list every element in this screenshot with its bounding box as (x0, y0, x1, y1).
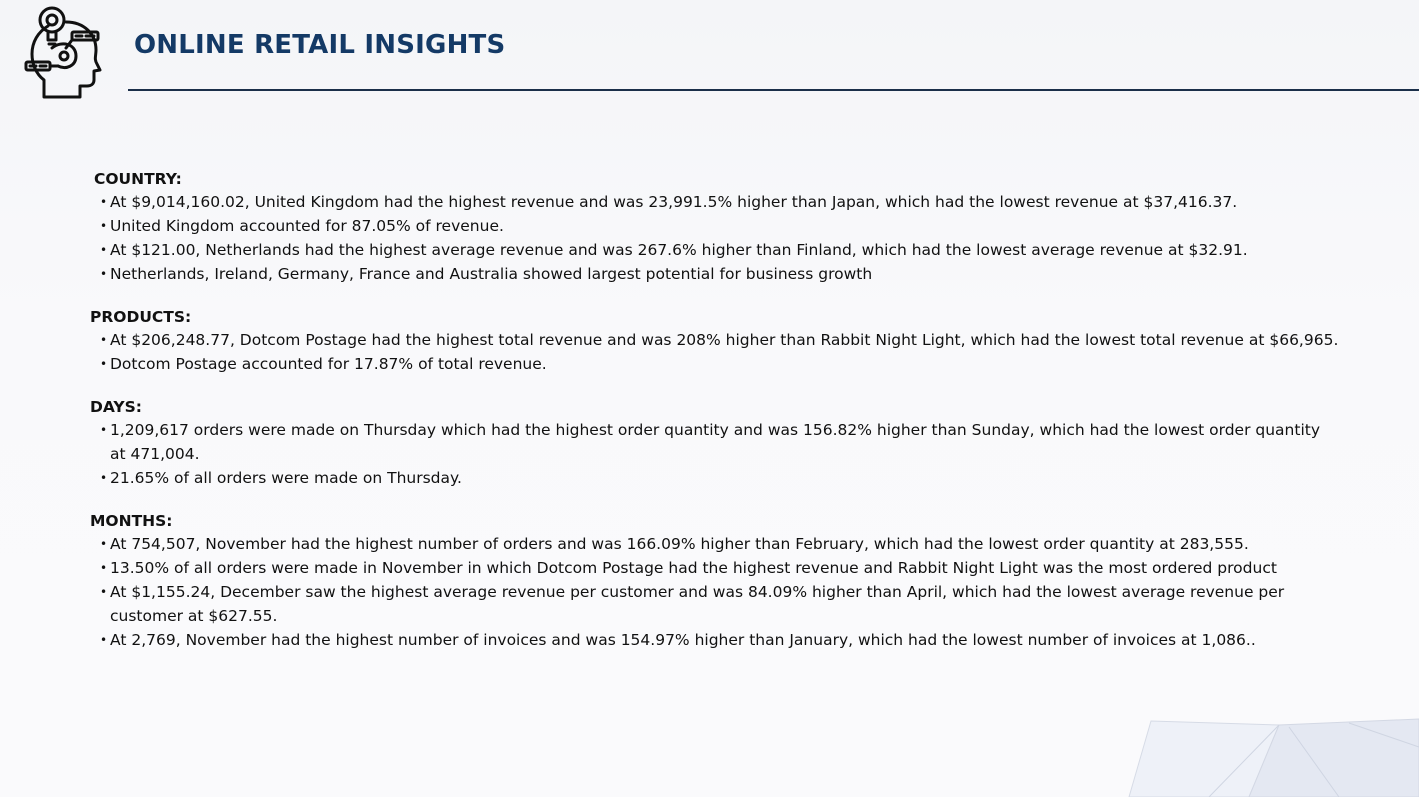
section-country: COUNTRY: At $9,014,160.02, United Kingdo… (90, 168, 1340, 286)
title-divider (128, 89, 1419, 91)
bullet-list: 1,209,617 orders were made on Thursday w… (90, 418, 1340, 490)
list-item: 1,209,617 orders were made on Thursday w… (90, 418, 1340, 466)
list-item: United Kingdom accounted for 87.05% of r… (90, 214, 1340, 238)
section-heading: MONTHS: (90, 512, 173, 530)
section-heading: COUNTRY: (94, 170, 182, 188)
list-item: At $1,155.24, December saw the highest a… (90, 580, 1340, 628)
list-item: At 2,769, November had the highest numbe… (90, 628, 1340, 652)
list-item: At 754,507, November had the highest num… (90, 532, 1340, 556)
section-heading: PRODUCTS: (90, 308, 192, 326)
bullet-list: At $206,248.77, Dotcom Postage had the h… (90, 328, 1340, 376)
section-heading: DAYS: (90, 398, 142, 416)
bullet-list: At 754,507, November had the highest num… (90, 532, 1340, 652)
list-item: At $9,014,160.02, United Kingdom had the… (90, 190, 1340, 214)
section-days: DAYS: 1,209,617 orders were made on Thur… (90, 396, 1340, 490)
list-item: At $206,248.77, Dotcom Postage had the h… (90, 328, 1340, 352)
insights-panel: COUNTRY: At $9,014,160.02, United Kingdo… (90, 168, 1340, 672)
bullet-list: At $9,014,160.02, United Kingdom had the… (90, 190, 1340, 286)
page-title: ONLINE RETAIL INSIGHTS (134, 30, 506, 60)
list-item: 21.65% of all orders were made on Thursd… (90, 466, 1340, 490)
section-months: MONTHS: At 754,507, November had the hig… (90, 510, 1340, 652)
list-item: At $121.00, Netherlands had the highest … (90, 238, 1340, 262)
list-item: Netherlands, Ireland, Germany, France an… (90, 262, 1340, 286)
list-item: 13.50% of all orders were made in Novemb… (90, 556, 1340, 580)
decorative-shapes (1128, 718, 1419, 797)
section-products: PRODUCTS: At $206,248.77, Dotcom Postage… (90, 306, 1340, 376)
list-item: Dotcom Postage accounted for 17.87% of t… (90, 352, 1340, 376)
brain-idea-icon (24, 6, 102, 99)
